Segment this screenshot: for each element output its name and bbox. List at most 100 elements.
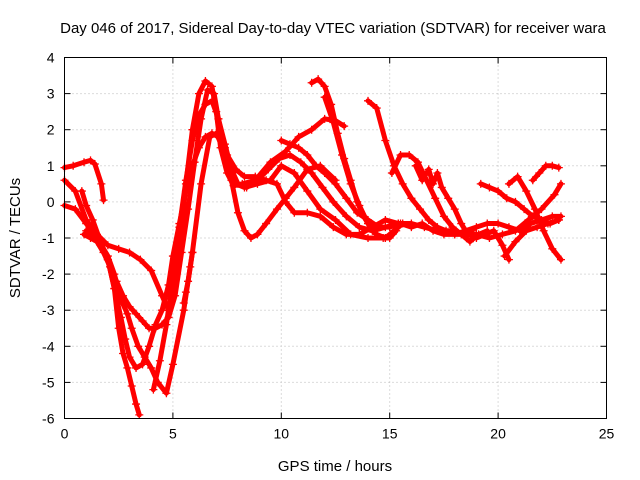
data-point — [316, 212, 325, 221]
data-point — [103, 241, 112, 250]
data-point — [303, 150, 312, 159]
data-point — [179, 306, 188, 315]
data-series — [179, 248, 197, 307]
data-point — [77, 187, 86, 196]
data-point — [311, 161, 320, 170]
x-tick-label: 25 — [599, 426, 615, 442]
data-point — [500, 252, 509, 261]
x-tick-label: 5 — [169, 426, 177, 442]
data-point — [468, 226, 477, 235]
data-point — [511, 237, 520, 246]
data-point — [465, 237, 474, 246]
data-point — [190, 158, 199, 167]
data-point — [331, 179, 340, 188]
data-point — [207, 129, 216, 138]
data-point — [329, 118, 338, 127]
data-point — [201, 100, 210, 109]
data-point — [145, 342, 154, 351]
data-point — [119, 291, 128, 300]
data-point — [112, 277, 121, 286]
data-point — [82, 219, 91, 228]
data-point — [155, 356, 164, 365]
y-axis-ticks: -6 -5 -4 -3 -2 -1 0 1 2 3 4 — [42, 50, 607, 427]
series-band — [322, 94, 406, 241]
data-point — [494, 219, 503, 228]
data-point — [530, 205, 539, 214]
data-point — [429, 179, 438, 188]
data-point — [93, 237, 102, 246]
data-point — [262, 176, 271, 185]
data-point — [149, 385, 158, 394]
data-point — [494, 187, 503, 196]
data-point — [387, 169, 396, 178]
data-point — [437, 183, 446, 192]
data-point — [520, 205, 529, 214]
data-point — [290, 208, 299, 217]
y-tick-label: 0 — [47, 194, 55, 210]
data-point — [168, 360, 177, 369]
data-point — [114, 244, 123, 253]
data-point — [272, 205, 281, 214]
data-point — [355, 201, 364, 210]
data-point — [457, 219, 466, 228]
data-point — [416, 205, 425, 214]
data-point — [136, 255, 145, 264]
x-tick-label: 10 — [274, 426, 290, 442]
x-axis-label: GPS time / hours — [278, 458, 392, 475]
data-point — [554, 215, 563, 224]
data-point — [119, 349, 128, 358]
data-point — [264, 165, 273, 174]
data-point — [132, 363, 141, 372]
data-point — [177, 248, 186, 257]
data-point — [342, 212, 351, 221]
data-point — [184, 205, 193, 214]
data-point — [168, 273, 177, 282]
data-point — [240, 226, 249, 235]
data-point — [498, 241, 507, 250]
data-point — [433, 223, 442, 232]
data-point — [82, 201, 91, 210]
data-point — [407, 223, 416, 232]
data-point — [233, 208, 242, 217]
data-point — [186, 262, 195, 271]
data-point — [125, 302, 134, 311]
data-point — [535, 169, 544, 178]
data-point — [320, 114, 329, 123]
data-point — [201, 76, 210, 85]
data-point — [69, 161, 78, 170]
data-point — [442, 226, 451, 235]
data-point — [277, 161, 286, 170]
data-point — [179, 298, 188, 307]
data-point — [86, 156, 95, 165]
data-point — [127, 382, 136, 391]
data-point — [513, 172, 522, 181]
data-point — [290, 169, 299, 178]
data-point — [201, 132, 210, 141]
data-point — [99, 196, 108, 205]
data-point — [444, 194, 453, 203]
data-point — [197, 179, 206, 188]
data-point — [80, 158, 89, 167]
data-point — [71, 205, 80, 214]
data-point — [543, 219, 552, 228]
y-tick-label: -2 — [42, 266, 55, 282]
data-point — [502, 194, 511, 203]
plot-frame — [64, 57, 607, 419]
data-point — [207, 82, 216, 91]
data-point — [194, 111, 203, 120]
y-tick-label: -1 — [42, 230, 55, 246]
data-point — [253, 176, 262, 185]
data-point — [277, 136, 286, 145]
data-point — [123, 363, 132, 372]
data-point — [483, 219, 492, 228]
data-point — [556, 179, 565, 188]
data-point — [262, 219, 271, 228]
data-point — [151, 324, 160, 333]
data-series — [320, 93, 407, 242]
data-point — [374, 223, 383, 232]
data-series — [528, 161, 563, 185]
data-point — [331, 215, 340, 224]
data-point — [548, 244, 557, 253]
data-point — [439, 212, 448, 221]
data-point — [533, 223, 542, 232]
